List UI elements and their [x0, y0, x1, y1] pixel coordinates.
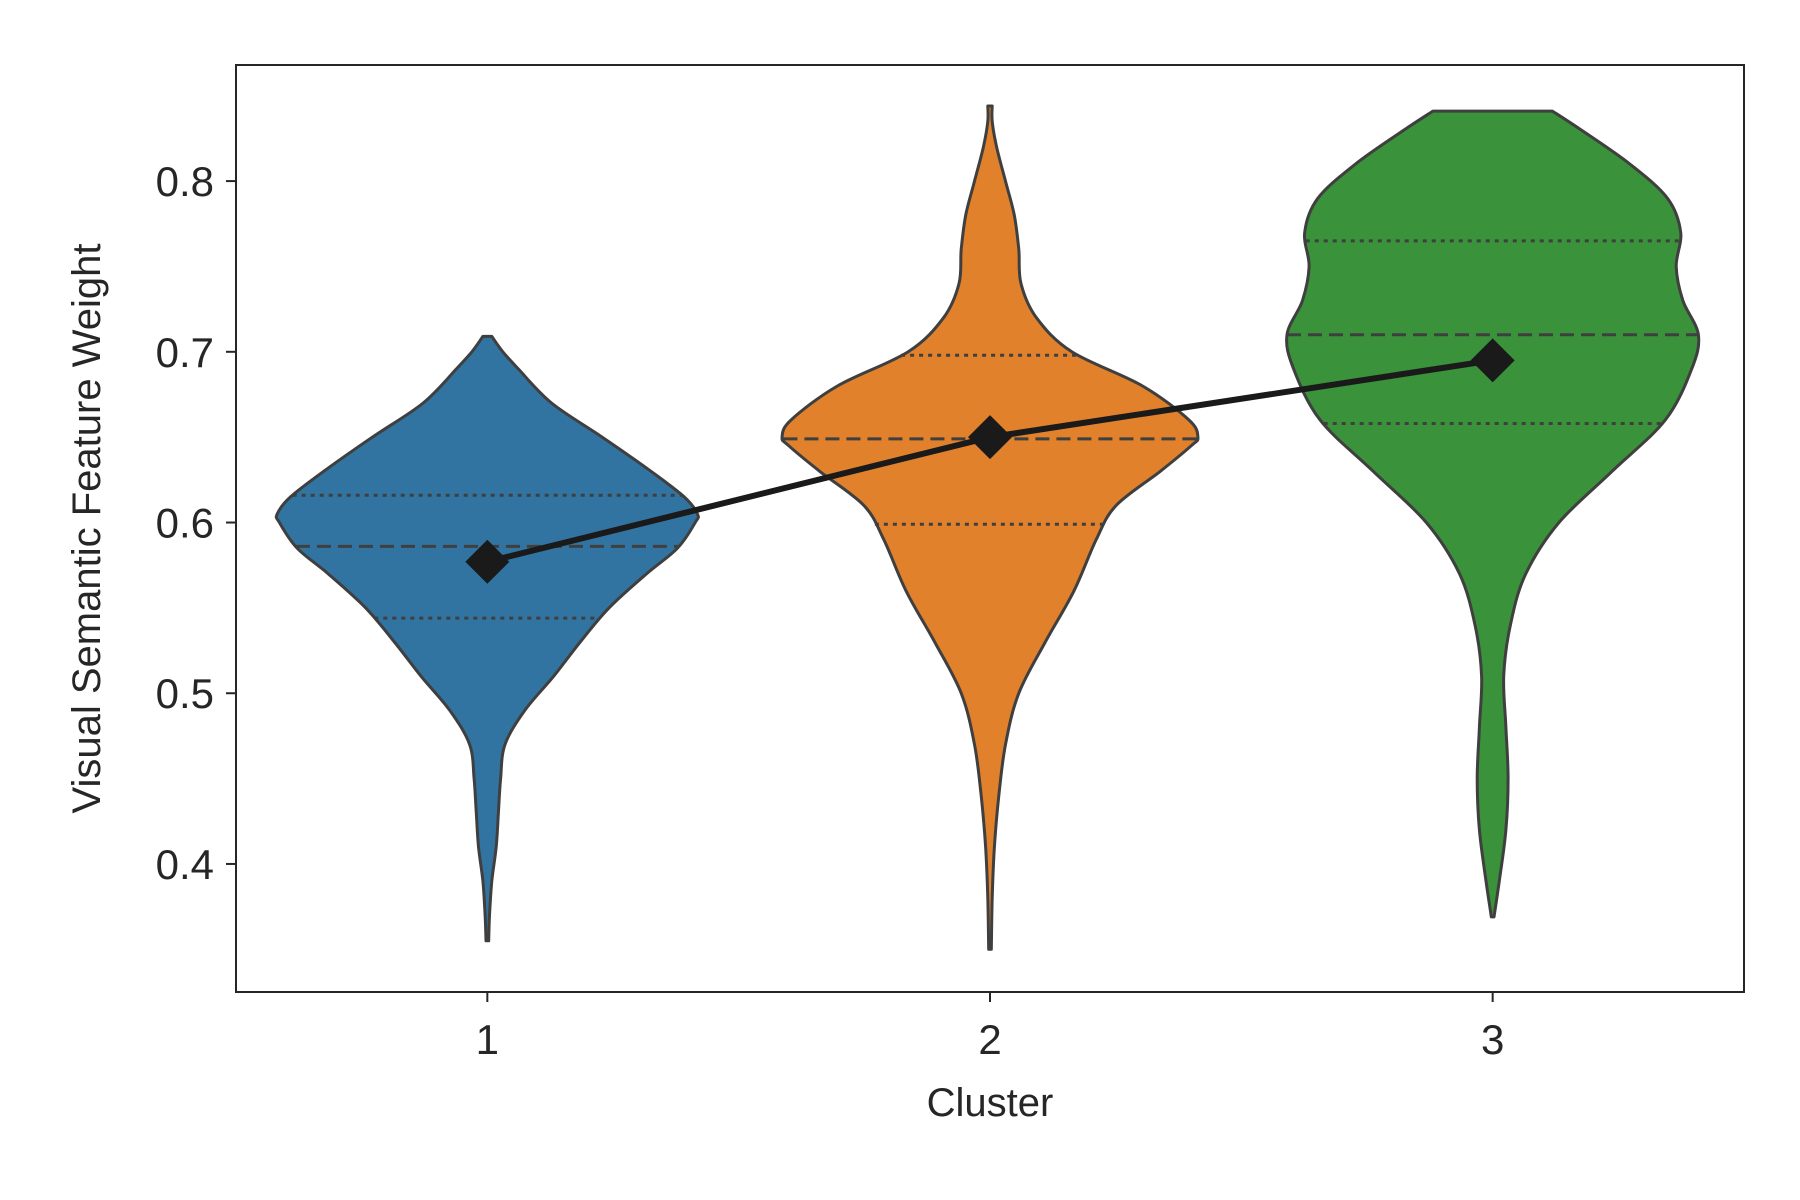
y-tick-label: 0.6 — [156, 500, 214, 547]
x-axis-title: Cluster — [927, 1081, 1054, 1125]
violins-layer — [274, 104, 1701, 951]
violin-body-1 — [274, 334, 700, 943]
violin-body-2 — [780, 104, 1200, 951]
mean-marker-2 — [968, 415, 1012, 460]
y-tick-label: 0.5 — [156, 670, 214, 717]
x-tick-label: 3 — [1481, 1016, 1504, 1063]
x-tick-label: 2 — [978, 1016, 1001, 1063]
y-tick-label: 0.7 — [156, 329, 214, 376]
x-tick-label: 1 — [476, 1016, 499, 1063]
violin-body-3 — [1285, 109, 1701, 919]
mean-marker-1 — [465, 539, 510, 584]
mean-marker-3 — [1470, 338, 1515, 383]
axes-layer: 0.4 0.5 0.6 0.7 0.8 1 2 3 — [156, 158, 1505, 1063]
mean-line-layer — [465, 338, 1515, 584]
y-tick-label: 0.4 — [156, 841, 214, 888]
y-tick-label: 0.8 — [156, 158, 214, 205]
y-axis-title: Visual Semantic Feature Weight — [65, 244, 109, 814]
